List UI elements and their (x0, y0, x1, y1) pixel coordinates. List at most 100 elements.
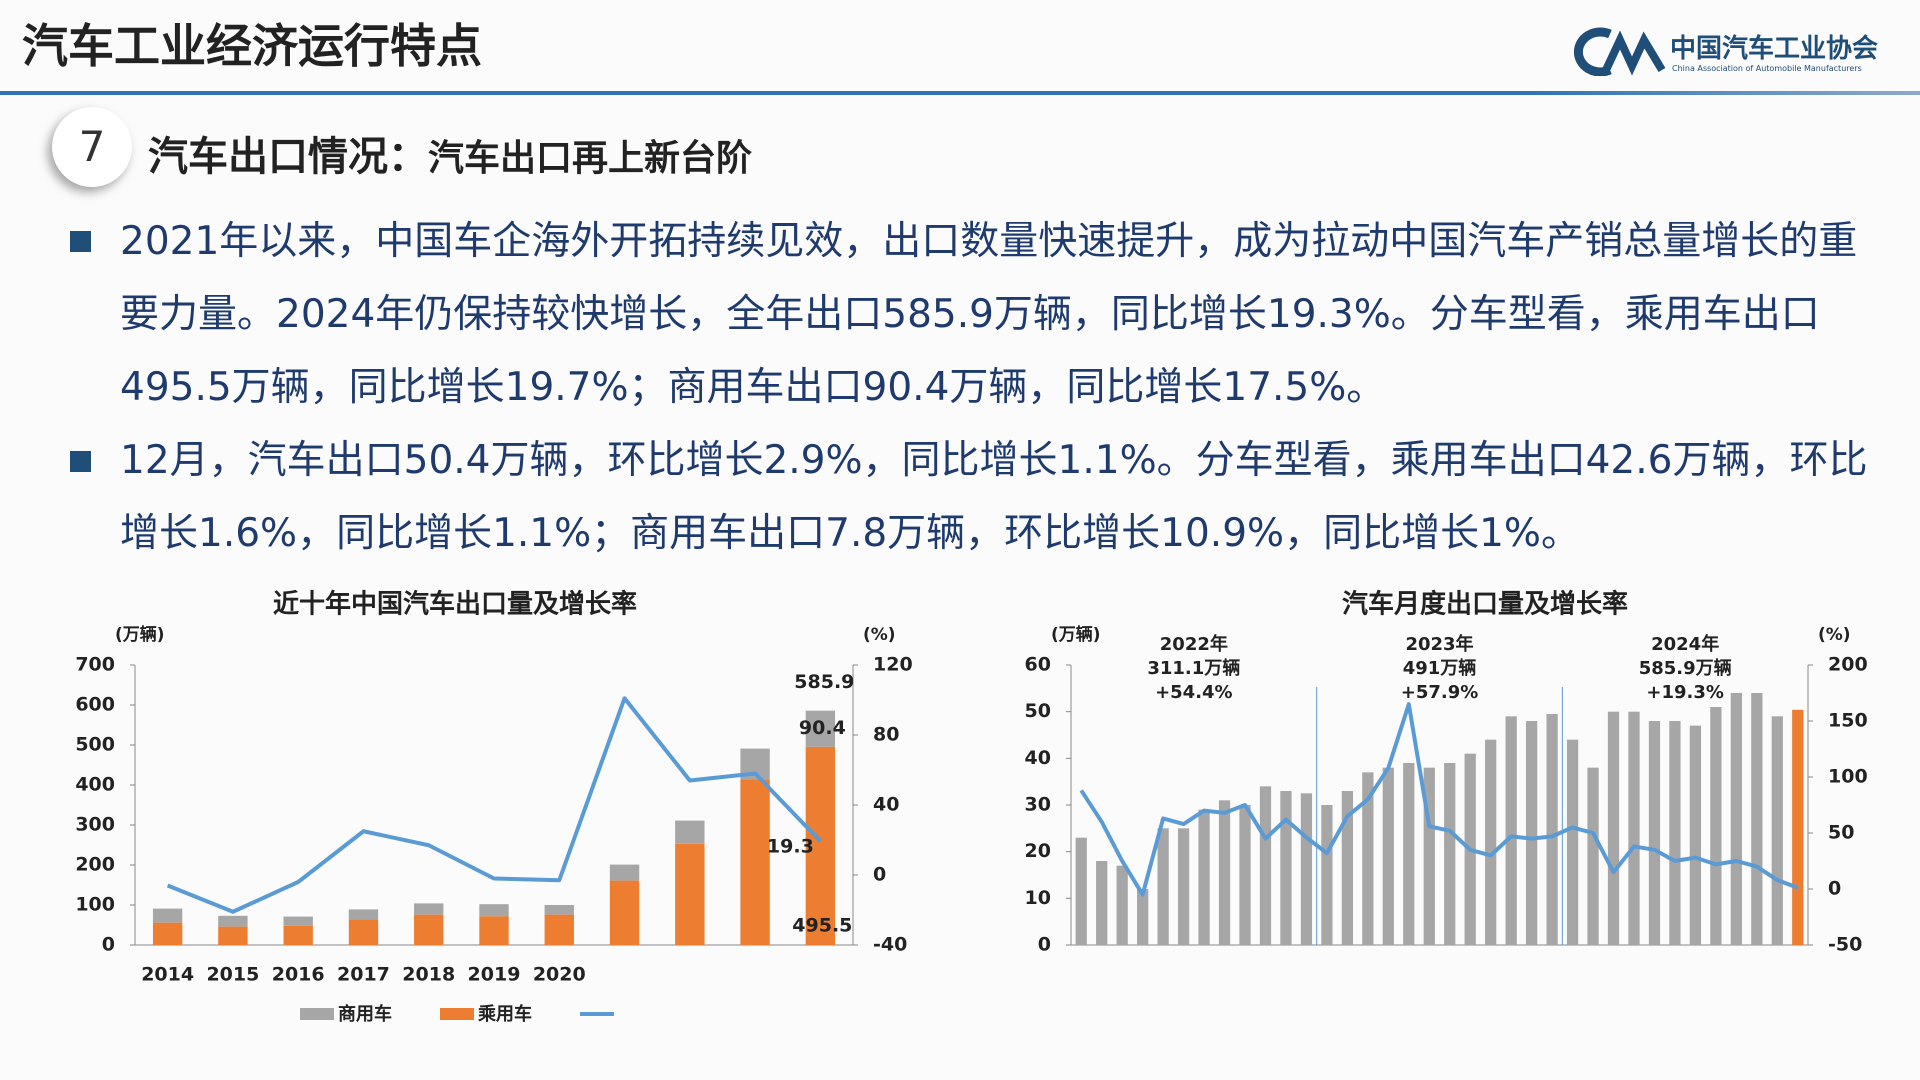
legend-label: 商用车 (338, 1003, 392, 1025)
bullet-marker (70, 231, 91, 252)
bar (1444, 763, 1456, 945)
bar (1485, 739, 1497, 945)
bar (1116, 865, 1128, 945)
annotation: 491万辆 (1403, 657, 1477, 679)
bar (675, 820, 705, 844)
annotation: +57.9% (1401, 682, 1479, 703)
bar (1628, 711, 1640, 945)
page-title: 汽车工业经济运行特点 (22, 19, 482, 73)
bar (1300, 793, 1313, 945)
y2-tick-label: 200 (1828, 654, 1868, 676)
chart-title: 汽车月度出口量及增长率 (1342, 589, 1628, 620)
y-axis-label: (万辆) (1051, 624, 1101, 645)
section-heading: 汽车出口情况：汽车出口再上新台阶 (148, 124, 752, 182)
y-tick-label: 60 (1025, 654, 1051, 676)
data-label: 19.3 (767, 836, 814, 858)
logo-name: 中国汽车工业协会 (1670, 34, 1879, 64)
x-tick-label: 2019 (468, 964, 521, 986)
bar (1751, 693, 1763, 945)
y2-tick-label: -50 (1828, 934, 1862, 956)
heading: 汽车出口情况： (148, 134, 428, 180)
subheading: 汽车出口再上新台阶 (428, 138, 753, 179)
bar (218, 915, 248, 927)
y2-tick-label: 0 (1828, 878, 1841, 900)
y-tick-label: 300 (75, 814, 115, 836)
bar (609, 880, 640, 945)
bar (1321, 805, 1333, 945)
y2-tick-label: -40 (873, 934, 907, 956)
data-label: 495.5 (792, 914, 852, 936)
bar (1341, 791, 1354, 945)
x-tick-label: 2017 (337, 964, 390, 986)
annotation: 311.1万辆 (1147, 657, 1240, 679)
bar (414, 903, 444, 915)
y-tick-label: 600 (75, 694, 115, 716)
y-tick-label: 500 (75, 734, 115, 756)
bar (1177, 828, 1190, 945)
bar (348, 919, 379, 945)
y-tick-label: 700 (75, 654, 115, 676)
bar (805, 746, 836, 945)
y-tick-label: 200 (75, 854, 115, 876)
bar (1730, 693, 1742, 945)
bar (283, 925, 313, 945)
bar (283, 916, 313, 926)
total-label: 585.9 (794, 671, 854, 693)
y-tick-label: 400 (75, 774, 115, 796)
y2-tick-label: 100 (1828, 766, 1868, 788)
bullet-text: 2021年以来，中国车企海外开拓持续见效，出口数量快速提升，成为拉动中国汽车产销… (120, 219, 1858, 410)
bullet-marker (70, 451, 91, 472)
bar (740, 779, 770, 945)
legend-label: 乘用车 (477, 1003, 532, 1025)
y2-axis-label: (%) (1818, 625, 1851, 645)
bar (805, 710, 836, 747)
annotation: 585.9万辆 (1639, 657, 1732, 679)
bar (1280, 791, 1292, 945)
bar (1587, 767, 1599, 945)
bar (1157, 828, 1169, 945)
y-axis-label: (万辆) (115, 624, 165, 645)
bar (152, 922, 183, 945)
bullet-text: 12月，汽车出口50.4万辆，环比增长2.9%，同比增长1.1%。分车型看，乘用… (120, 438, 1868, 556)
line-series (166, 696, 822, 914)
chart-title: 近十年中国汽车出口量及增长率 (273, 589, 637, 620)
y-tick-label: 50 (1025, 700, 1051, 722)
bar (544, 905, 574, 915)
y2-tick-label: 150 (1828, 710, 1868, 732)
x-tick-label: 2015 (206, 964, 259, 986)
bar (1259, 786, 1272, 945)
bar (1525, 721, 1538, 945)
bar (479, 916, 509, 945)
bar (1648, 721, 1661, 945)
bar (675, 843, 705, 945)
y-tick-label: 10 (1025, 887, 1051, 909)
x-tick-label: 2016 (272, 964, 325, 986)
bar (544, 914, 574, 945)
bar (479, 904, 509, 917)
bar (152, 908, 183, 923)
y2-tick-label: 80 (873, 724, 899, 746)
bar (609, 864, 640, 881)
y2-tick-label: 120 (873, 654, 913, 676)
y-tick-label: 100 (75, 894, 115, 916)
y-tick-label: 30 (1025, 794, 1051, 816)
logo-subtitle: China Association of Automobile Manufact… (1672, 64, 1862, 73)
header-rule (0, 91, 1920, 95)
bar (218, 926, 248, 945)
y2-axis-label: (%) (863, 625, 896, 645)
y-tick-label: 0 (102, 934, 115, 956)
annotation: 2024年 (1651, 633, 1719, 655)
annotation: +54.4% (1155, 682, 1233, 703)
bar (1669, 721, 1681, 945)
bar (1607, 711, 1620, 945)
bar (1423, 767, 1435, 945)
data-label: 90.4 (799, 717, 846, 739)
bar (1710, 707, 1722, 945)
bar (1218, 800, 1231, 945)
y2-tick-label: 40 (873, 794, 899, 816)
bar (1362, 772, 1374, 945)
section-number: 7 (52, 107, 132, 187)
legend-swatch (300, 1008, 334, 1020)
